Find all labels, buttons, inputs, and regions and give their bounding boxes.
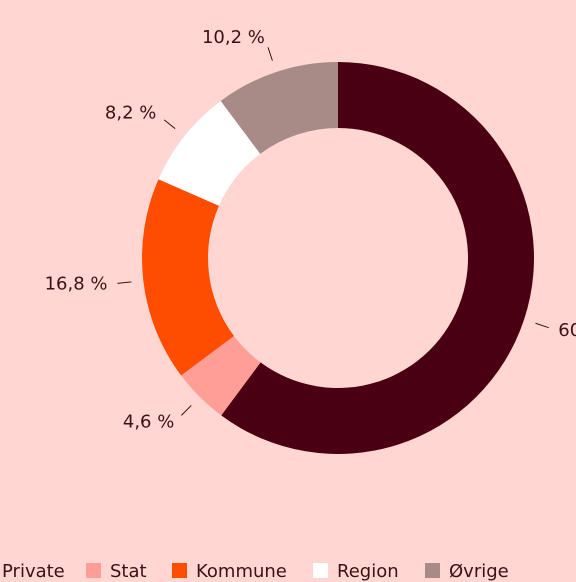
donut-slice <box>158 100 261 206</box>
legend-label: Øvrige <box>449 561 509 582</box>
leader-line <box>535 322 549 329</box>
legend-label: Private <box>2 561 65 582</box>
donut-slice <box>142 179 234 376</box>
legend-label: Kommune <box>196 561 287 582</box>
legend-swatch <box>172 563 187 578</box>
data-label: 4,6 % <box>123 411 174 432</box>
data-label: 10,2 % <box>202 27 265 48</box>
leader-line <box>163 119 176 129</box>
donut-slice <box>181 335 261 416</box>
legend-swatch <box>313 563 328 578</box>
leader-line <box>117 281 132 284</box>
legend-label: Region <box>337 561 399 582</box>
leader-line <box>181 405 192 416</box>
donut-slice <box>221 62 534 455</box>
legend-label: Stat <box>110 561 147 582</box>
legend-swatch <box>425 563 440 578</box>
data-label: 8,2 % <box>105 103 156 124</box>
leader-line <box>267 47 273 61</box>
data-label: 16,8 % <box>45 274 108 295</box>
donut-slice <box>220 62 338 154</box>
data-label: 60,1 % <box>558 320 576 341</box>
legend-swatch <box>86 563 101 578</box>
